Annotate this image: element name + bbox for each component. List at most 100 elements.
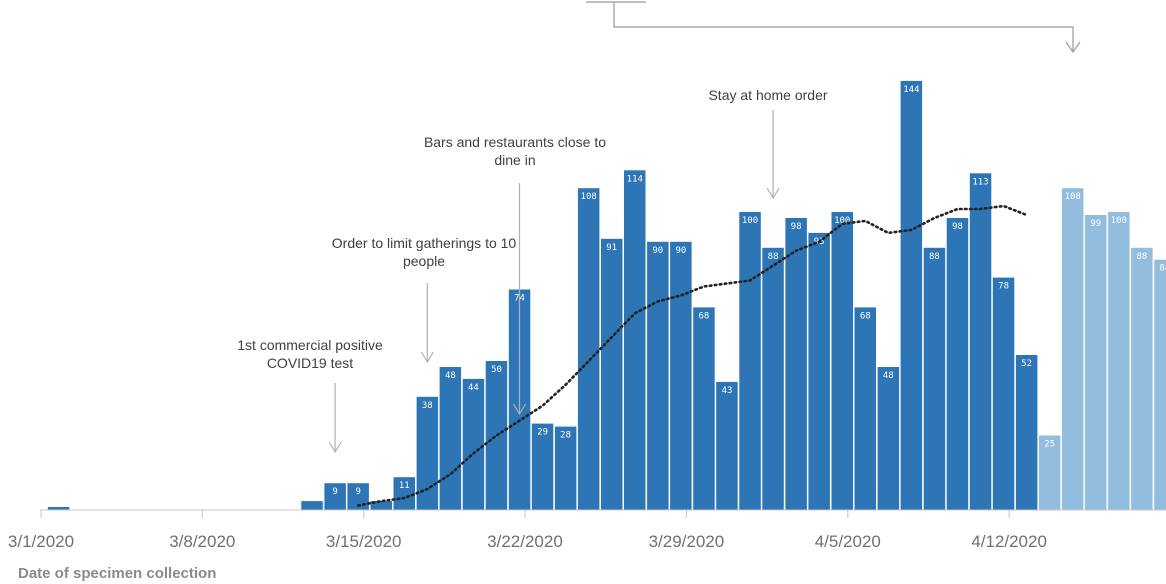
x-tick-label: 4/5/2020 bbox=[815, 532, 881, 551]
bar bbox=[1038, 435, 1061, 510]
x-tick-label: 3/29/2020 bbox=[649, 532, 725, 551]
bar bbox=[946, 218, 969, 510]
bar bbox=[1015, 355, 1038, 510]
bar bbox=[693, 307, 715, 510]
bar-value-label: 100 bbox=[1111, 216, 1127, 226]
annotation-text: people bbox=[403, 253, 445, 269]
bar-value-label: 25 bbox=[1044, 440, 1055, 450]
bar bbox=[324, 483, 346, 510]
annotation-text: COVID19 test bbox=[267, 355, 353, 371]
bar bbox=[808, 232, 830, 510]
bar bbox=[992, 277, 1015, 510]
annotation: Order to limit gatherings to 10 people bbox=[332, 235, 517, 364]
bar-value-label: 113 bbox=[972, 177, 988, 187]
bar bbox=[900, 80, 923, 511]
x-tick-label: 3/1/2020 bbox=[8, 532, 74, 551]
bar-value-label: 43 bbox=[722, 386, 733, 396]
annotation-text: Order to limit gatherings to 10 bbox=[332, 235, 517, 251]
bars-layer bbox=[47, 80, 1166, 511]
annotation: Bars and restaurants close to dine in bbox=[424, 134, 606, 416]
bar bbox=[1108, 212, 1130, 510]
bar-value-label: 90 bbox=[652, 246, 663, 256]
annotation: Stay at home order bbox=[708, 87, 828, 200]
bar-value-label: 98 bbox=[952, 222, 963, 232]
moving-average-layer bbox=[356, 204, 1028, 507]
x-tick-label: 4/12/2020 bbox=[971, 532, 1047, 551]
bar-value-label: 68 bbox=[860, 311, 871, 321]
bar bbox=[1085, 215, 1107, 510]
bar-value-label: 48 bbox=[883, 371, 894, 381]
bar bbox=[647, 241, 669, 511]
bar bbox=[1062, 188, 1084, 510]
bar-value-label: 144 bbox=[903, 85, 919, 95]
x-tick-label: 3/15/2020 bbox=[326, 532, 402, 551]
annotation-arrowhead bbox=[420, 351, 434, 364]
annotation-arrowhead bbox=[328, 441, 342, 454]
bar-value-label: 50 bbox=[491, 365, 502, 375]
pending-bracket-arrow bbox=[586, 1, 1081, 54]
bar bbox=[370, 501, 392, 510]
bar-value-label: 11 bbox=[399, 481, 410, 491]
bar bbox=[462, 378, 485, 510]
bar-value-label: 38 bbox=[422, 401, 433, 411]
bar bbox=[923, 247, 946, 511]
bar-value-label: 91 bbox=[606, 243, 617, 253]
bar-value-label: 108 bbox=[1065, 192, 1081, 202]
moving-average-line bbox=[356, 204, 1028, 507]
bar bbox=[1154, 259, 1166, 510]
bar-value-label: 9 bbox=[355, 487, 360, 497]
bar-value-label: 88 bbox=[768, 252, 779, 262]
bar-value-label: 84 bbox=[1159, 264, 1166, 274]
bar bbox=[877, 367, 900, 510]
bar-value-label: 88 bbox=[929, 252, 940, 262]
bar-value-label: 52 bbox=[1021, 359, 1032, 369]
bar-value-label: 108 bbox=[581, 192, 597, 202]
bar bbox=[47, 507, 70, 510]
bar-value-label: 28 bbox=[560, 431, 571, 441]
annotation-arrowhead bbox=[766, 187, 780, 200]
bar bbox=[739, 212, 761, 510]
bar bbox=[624, 170, 646, 511]
bar bbox=[554, 426, 577, 510]
x-axis-ticks: 3/1/2020 3/8/2020 3/15/2020 3/22/2020 3/29/2… bbox=[8, 510, 1047, 551]
bar bbox=[785, 218, 807, 510]
annotation-arrowhead bbox=[513, 403, 527, 416]
bar bbox=[601, 238, 623, 511]
x-tick-label: 3/8/2020 bbox=[169, 532, 235, 551]
annotation: 1st commercial positive COVID19 test bbox=[237, 337, 383, 454]
bar-value-label: 78 bbox=[998, 282, 1009, 292]
bar bbox=[416, 396, 439, 510]
x-axis-title: Date of specimen collection bbox=[18, 565, 216, 582]
bar-value-label: 29 bbox=[537, 428, 548, 438]
bar bbox=[831, 212, 853, 510]
bar bbox=[716, 381, 738, 510]
annotation-text: 1st commercial positive bbox=[237, 337, 383, 353]
bar bbox=[670, 241, 692, 511]
bar bbox=[531, 423, 554, 510]
annotation-text: Stay at home order bbox=[708, 87, 827, 103]
bar-value-label: 90 bbox=[675, 246, 686, 256]
bar bbox=[439, 367, 462, 510]
bar-value-label: 68 bbox=[698, 311, 709, 321]
bar-value-label: 114 bbox=[627, 174, 643, 184]
bar-value-label: 99 bbox=[1090, 219, 1101, 229]
annotation-text: Bars and restaurants close to bbox=[424, 134, 606, 150]
bar-value-label: 88 bbox=[1136, 252, 1147, 262]
annotation-text: dine in bbox=[494, 152, 535, 168]
bar-value-label: 100 bbox=[834, 216, 850, 226]
bar-value-label: 9 bbox=[332, 487, 337, 497]
bar bbox=[577, 188, 600, 510]
bar bbox=[854, 307, 876, 510]
bar bbox=[393, 477, 415, 510]
bar-value-label: 44 bbox=[468, 383, 479, 393]
bar bbox=[762, 247, 784, 511]
bar-value-label: 48 bbox=[445, 371, 456, 381]
bar bbox=[1131, 247, 1153, 511]
bar-value-label: 100 bbox=[742, 216, 758, 226]
bar bbox=[301, 501, 323, 510]
bar-value-label: 98 bbox=[791, 222, 802, 232]
x-tick-label: 3/22/2020 bbox=[487, 532, 563, 551]
bar bbox=[969, 173, 992, 511]
